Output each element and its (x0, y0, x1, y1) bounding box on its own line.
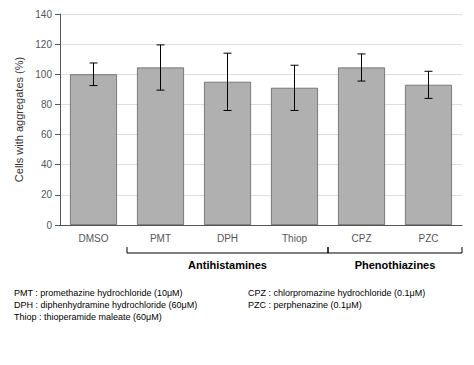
svg-text:Thiop: Thiop (282, 233, 307, 244)
svg-text:140: 140 (35, 9, 52, 20)
svg-text:PMT: PMT (150, 233, 171, 244)
svg-text:120: 120 (35, 39, 52, 50)
svg-text:20: 20 (41, 189, 53, 200)
svg-text:DMSO: DMSO (79, 233, 109, 244)
svg-text:Thiop : thioperamide maleate (: Thiop : thioperamide maleate (60μM) (14, 312, 162, 322)
svg-text:40: 40 (41, 159, 53, 170)
svg-text:PMT : promethazine hydrochlori: PMT : promethazine hydrochloride (10μM) (14, 288, 183, 298)
svg-text:PZC : perphenazine (0.1μM): PZC : perphenazine (0.1μM) (248, 300, 362, 310)
svg-text:Antihistamines: Antihistamines (188, 259, 267, 271)
svg-text:60: 60 (41, 129, 53, 140)
svg-text:0: 0 (46, 220, 52, 231)
svg-text:100: 100 (35, 69, 52, 80)
svg-text:Cells with aggregates (%): Cells with aggregates (%) (13, 57, 25, 182)
svg-text:PZC: PZC (419, 233, 439, 244)
svg-text:DPH: DPH (217, 233, 238, 244)
svg-text:Phenothiazines: Phenothiazines (355, 259, 436, 271)
svg-text:DPH : diphenhydramine hydrochl: DPH : diphenhydramine hydrochloride (60μ… (14, 300, 197, 310)
svg-text:CPZ: CPZ (352, 233, 372, 244)
svg-text:CPZ : chlorpromazine hydrochlo: CPZ : chlorpromazine hydrochloride (0.1μ… (248, 288, 425, 298)
svg-text:80: 80 (41, 99, 53, 110)
